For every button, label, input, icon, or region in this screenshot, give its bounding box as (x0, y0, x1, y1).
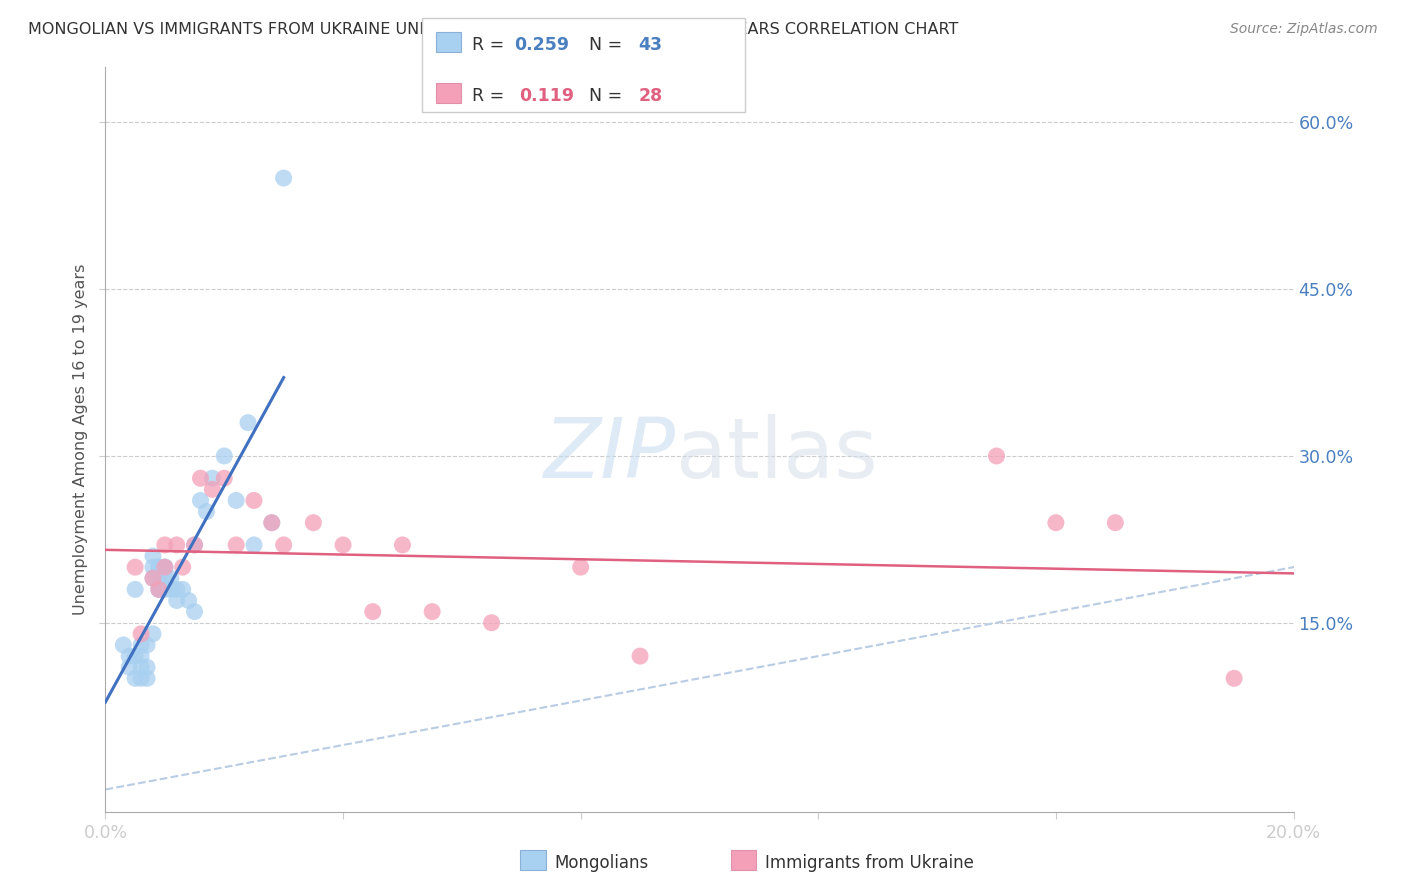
Point (190, 493, 212, 508)
Point (142, 549, 165, 563)
Point (136, 671, 159, 685)
Point (118, 660, 141, 674)
Point (166, 593, 188, 607)
Point (214, 449, 236, 463)
Point (148, 582, 170, 597)
Point (159, 571, 181, 585)
Point (225, 493, 247, 508)
Point (142, 571, 165, 585)
Point (628, 649, 651, 664)
Point (236, 416, 259, 430)
Point (153, 571, 176, 585)
Point (201, 483, 224, 497)
Point (148, 582, 170, 597)
Text: N =: N = (578, 36, 627, 54)
Point (142, 571, 165, 585)
Point (129, 638, 152, 652)
Text: 0.119: 0.119 (519, 87, 574, 104)
Point (142, 627, 165, 641)
Text: R =: R = (472, 36, 510, 54)
Point (361, 605, 384, 619)
Point (243, 538, 266, 552)
Text: R =: R = (472, 87, 516, 104)
Point (201, 471, 224, 485)
Point (166, 538, 188, 552)
Text: N =: N = (578, 87, 627, 104)
Point (142, 560, 165, 574)
Point (183, 538, 205, 552)
Point (112, 638, 135, 652)
Point (190, 471, 212, 485)
Point (273, 538, 295, 552)
Point (129, 627, 152, 641)
Point (1045, 516, 1067, 530)
Point (183, 605, 205, 619)
Point (243, 493, 266, 508)
Point (129, 649, 152, 664)
Point (124, 582, 146, 597)
Point (148, 582, 170, 597)
Point (124, 671, 146, 685)
Point (172, 582, 194, 597)
Point (136, 660, 159, 674)
Text: ZIP: ZIP (544, 414, 676, 495)
Point (124, 560, 146, 574)
Point (148, 560, 170, 574)
Text: Source: ZipAtlas.com: Source: ZipAtlas.com (1230, 22, 1378, 37)
Y-axis label: Unemployment Among Ages 16 to 19 years: Unemployment Among Ages 16 to 19 years (73, 264, 89, 615)
Point (177, 593, 200, 607)
Point (172, 560, 194, 574)
Point (273, 171, 295, 186)
Point (260, 516, 283, 530)
Point (420, 605, 443, 619)
Point (153, 560, 176, 574)
Point (118, 649, 141, 664)
Point (225, 538, 247, 552)
Point (153, 582, 176, 597)
Text: 28: 28 (638, 87, 662, 104)
Point (260, 516, 283, 530)
Point (153, 538, 176, 552)
Point (391, 538, 413, 552)
Point (136, 638, 159, 652)
Text: 0.259: 0.259 (515, 36, 569, 54)
Point (153, 560, 176, 574)
Point (1104, 516, 1126, 530)
Point (214, 471, 236, 485)
Point (332, 538, 354, 552)
Point (302, 516, 325, 530)
Point (481, 615, 503, 630)
Point (129, 671, 152, 685)
Point (986, 449, 1008, 463)
Point (159, 582, 181, 597)
Text: atlas: atlas (676, 414, 877, 495)
Point (195, 505, 218, 519)
Point (148, 560, 170, 574)
Text: Mongolians: Mongolians (554, 854, 648, 871)
Point (124, 649, 146, 664)
Point (129, 660, 152, 674)
Point (166, 582, 188, 597)
Text: 43: 43 (638, 36, 662, 54)
Point (153, 560, 176, 574)
Point (1223, 671, 1246, 685)
Point (148, 571, 170, 585)
Point (569, 560, 592, 574)
Text: Immigrants from Ukraine: Immigrants from Ukraine (765, 854, 974, 871)
Text: MONGOLIAN VS IMMIGRANTS FROM UKRAINE UNEMPLOYMENT AMONG AGES 16 TO 19 YEARS CORR: MONGOLIAN VS IMMIGRANTS FROM UKRAINE UNE… (28, 22, 959, 37)
Point (183, 538, 205, 552)
